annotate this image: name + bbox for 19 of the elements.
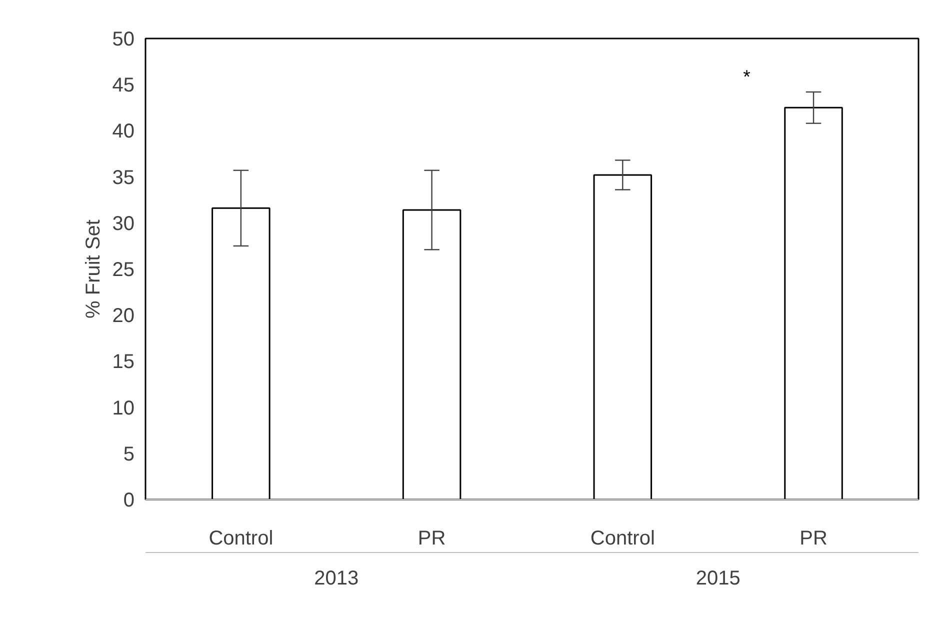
text: 2013 <box>314 568 359 590</box>
y-tick-label: 5 <box>123 443 134 466</box>
y-tick-label: 35 <box>112 166 135 189</box>
y-axis-title: % Fruit Set <box>82 219 104 318</box>
y-tick-label: 40 <box>112 120 135 143</box>
y-tick-label: 30 <box>112 212 135 235</box>
x-tick-label: Control <box>590 528 655 550</box>
y-tick-label: 50 <box>112 28 135 50</box>
y-tick-label: 10 <box>112 397 135 420</box>
y-tick-label: 0 <box>123 490 134 512</box>
annotation: * <box>743 66 750 87</box>
x-tick-label: Control <box>208 528 274 550</box>
y-tick-label: 20 <box>112 305 135 328</box>
x-tick-label: PR <box>800 528 828 550</box>
y-tick-label: 45 <box>112 74 135 97</box>
text: 2015 <box>696 568 740 590</box>
x-tick-label: PR <box>418 528 446 550</box>
y-tick-label: 25 <box>112 259 135 281</box>
y-tick-label: 15 <box>112 351 135 374</box>
